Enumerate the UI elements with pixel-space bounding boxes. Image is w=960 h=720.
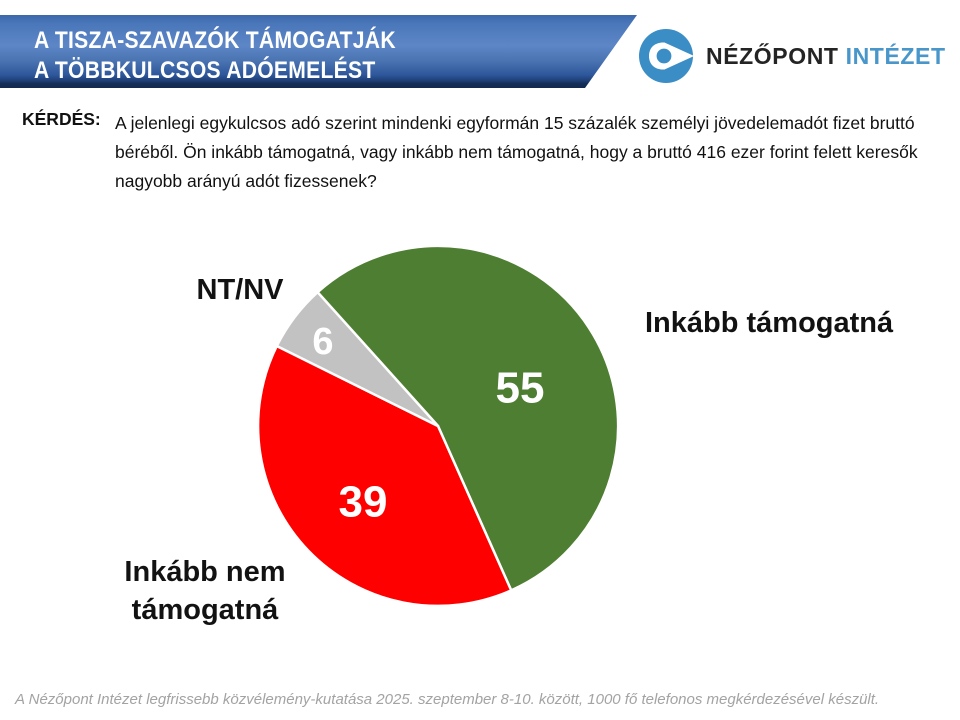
logo-name-secondary: INTÉZET [845,42,946,69]
pie-label-ntnv: NT/NV [196,274,284,306]
question-line2: béréből. Ön inkább támogatná, vagy inkáb… [115,142,918,162]
logo-name-primary: NÉZŐPONT [706,42,839,69]
pie-label-no-support-line1: Inkább nem [124,556,286,588]
question-line3: nagyobb arányú adót fizessenek? [115,171,377,191]
pie-value-no-support: 39 [339,478,388,527]
pie-label-support: Inkább támogatná [645,307,894,339]
question-label: KÉRDÉS: [22,109,101,129]
logo-wordmark: NÉZŐPONT INTÉZET [706,43,946,70]
question-line1: A jelenlegi egykulcsos adó szerint minde… [115,113,915,133]
slide-title-line1: A TISZA-SZAVAZÓK TÁMOGATJÁK [34,27,396,54]
methodology-footnote: A Nézőpont Intézet legfrissebb közvélemé… [15,691,880,708]
pie-label-no-support: Inkább nem támogatná [95,553,315,629]
pie-value-support: 55 [496,364,545,413]
nezopont-eye-icon [639,29,693,83]
nezopont-logo: NÉZŐPONT INTÉZET [639,29,946,83]
pie-slice-ntnv [275,290,440,428]
pie-label-no-support-line2: támogatná [131,594,279,626]
title-banner: A TISZA-SZAVAZÓK TÁMOGATJÁK A TÖBBKULCSO… [0,15,637,88]
slide-title: A TISZA-SZAVAZÓK TÁMOGATJÁK A TÖBBKULCSO… [34,26,396,86]
pie-slice-support [316,244,620,592]
pie-slice-no-support [256,344,513,608]
pie-value-ntnv: 6 [312,321,333,363]
question-text: A jelenlegi egykulcsos adó szerint minde… [115,109,920,196]
pie-chart: 55 39 6 [256,244,620,608]
slide-title-line2: A TÖBBKULCSOS ADÓEMELÉST [34,57,376,84]
